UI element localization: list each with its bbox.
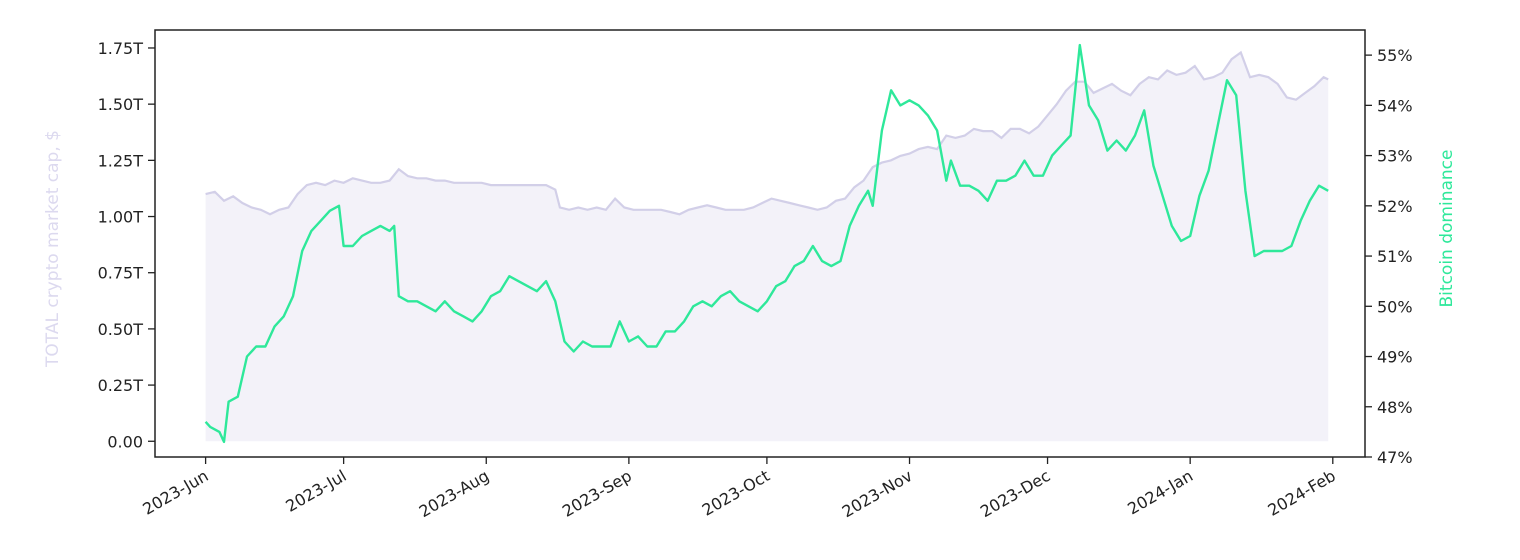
left-tick-label: 0.50T: [98, 320, 144, 339]
right-tick-label: 53%: [1377, 147, 1413, 166]
left-tick-label: 1.25T: [98, 151, 144, 170]
x-tick-label: 2023-Aug: [416, 466, 493, 521]
x-tick-label: 2023-Dec: [977, 466, 1054, 521]
right-axis-title: Bitcoin dominance: [1437, 150, 1457, 308]
x-tick-label: 2024-Feb: [1264, 466, 1338, 520]
x-tick-label: 2024-Jan: [1124, 466, 1196, 518]
right-tick-label: 47%: [1377, 448, 1413, 467]
x-tick-label: 2023-Sep: [559, 466, 635, 521]
dominance-line-layer: [204, 43, 1329, 444]
right-tick-label: 51%: [1377, 247, 1413, 266]
right-tick-label: 52%: [1377, 197, 1413, 216]
bitcoin-dominance-line: [204, 43, 1329, 444]
left-tick-label: 0.75T: [98, 264, 144, 283]
right-tick-label: 50%: [1377, 297, 1413, 316]
right-tick-label: 55%: [1377, 46, 1413, 65]
market-cap-line: [205, 50, 1329, 216]
market-cap-area-fill: [205, 52, 1329, 442]
plot-frame: [154, 29, 1366, 458]
left-y-axis: 0.00 0.25T 0.50T 0.75T 1.00T 1.25T 1.50T 1.75T: [98, 39, 155, 451]
left-tick-label: 0.00: [107, 432, 143, 451]
right-tick-label: 54%: [1377, 96, 1413, 115]
market-cap-area-layer: [205, 50, 1329, 442]
left-tick-label: 1.00T: [98, 208, 144, 227]
x-axis: 2023-Jun 2023-Jul 2023-Aug 2023-Sep 2023-Oct…: [139, 457, 1339, 521]
right-tick-label: 48%: [1377, 398, 1413, 417]
x-tick-label: 2023-Nov: [839, 466, 916, 521]
left-tick-label: 0.25T: [98, 376, 144, 395]
right-y-axis: 47% 48% 49% 50% 51% 52% 53% 54% 55%: [1365, 46, 1413, 467]
left-axis-title: TOTAL crypto market cap, $: [43, 130, 63, 368]
left-tick-label: 1.75T: [98, 39, 144, 58]
left-tick-label: 1.50T: [98, 95, 144, 114]
x-tick-label: 2023-Oct: [699, 466, 773, 520]
x-tick-label: 2023-Jul: [282, 466, 349, 516]
right-tick-label: 49%: [1377, 348, 1413, 367]
x-tick-label: 2023-Jun: [139, 466, 211, 519]
